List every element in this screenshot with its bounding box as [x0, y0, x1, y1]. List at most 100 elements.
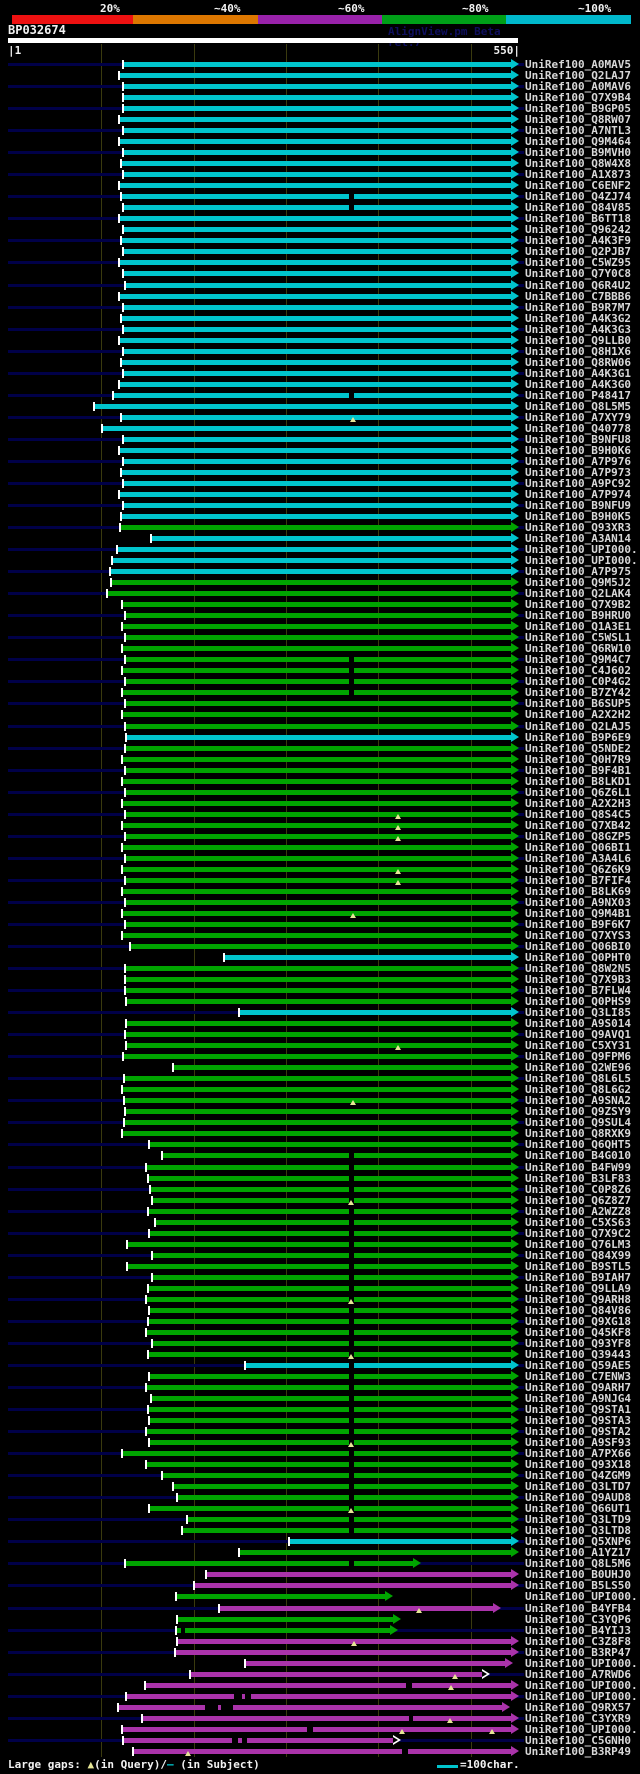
- alignment-bar[interactable]: [102, 425, 511, 431]
- row-label[interactable]: UniRef100_Q9LLA9: [525, 1281, 631, 1295]
- alignment-bar[interactable]: [124, 899, 511, 905]
- alignment-bar[interactable]: [118, 1704, 502, 1710]
- row-label[interactable]: UniRef100_A3AN14: [525, 532, 631, 546]
- row-label[interactable]: UniRef100_Q93YF8: [525, 1336, 631, 1350]
- row-label[interactable]: UniRef100_Q6Z6K9: [525, 862, 631, 876]
- alignment-bar[interactable]: [121, 866, 511, 872]
- alignment-bar[interactable]: [121, 1451, 511, 1457]
- row-label[interactable]: UniRef100_UPI000..: [525, 543, 640, 557]
- row-label[interactable]: UniRef100_B9IAH7: [525, 1270, 631, 1284]
- alignment-bar[interactable]: [118, 117, 511, 123]
- alignment-bar[interactable]: [112, 392, 511, 398]
- alignment-bar[interactable]: [121, 602, 511, 608]
- row-label[interactable]: UniRef100_B7FLW4: [525, 984, 631, 998]
- row-label[interactable]: UniRef100_A7PX66: [525, 1447, 631, 1461]
- alignment-bar[interactable]: [124, 745, 511, 751]
- row-label[interactable]: UniRef100_Q84V85: [525, 201, 631, 215]
- row-label[interactable]: UniRef100_UPI000..: [525, 1678, 640, 1692]
- row-label[interactable]: UniRef100_Q8W4X8: [525, 157, 631, 171]
- alignment-bar[interactable]: [123, 1098, 511, 1104]
- alignment-bar[interactable]: [152, 1197, 511, 1203]
- row-label[interactable]: UniRef100_Q76LM3: [525, 1237, 631, 1251]
- alignment-bar[interactable]: [121, 646, 511, 652]
- alignment-bar[interactable]: [205, 1572, 511, 1578]
- alignment-bar[interactable]: [149, 1230, 511, 1236]
- alignment-bar[interactable]: [118, 381, 511, 387]
- row-label[interactable]: UniRef100_Q9LLB0: [525, 333, 631, 347]
- alignment-bar[interactable]: [122, 326, 511, 332]
- row-label[interactable]: UniRef100_C3YXR9: [525, 1711, 631, 1725]
- alignment-bar[interactable]: [122, 458, 511, 464]
- alignment-bar[interactable]: [121, 932, 511, 938]
- alignment-bar[interactable]: [120, 315, 511, 321]
- alignment-bar[interactable]: [149, 1418, 511, 1424]
- row-label[interactable]: UniRef100_Q93XR3: [525, 521, 631, 535]
- alignment-bar[interactable]: [118, 260, 511, 266]
- row-label[interactable]: UniRef100_Q8L6L5: [525, 1072, 631, 1086]
- alignment-bar[interactable]: [121, 756, 511, 762]
- row-label[interactable]: UniRef100_Q9ZSY9: [525, 1105, 631, 1119]
- alignment-bar[interactable]: [121, 1131, 511, 1137]
- alignment-bar[interactable]: [109, 569, 511, 575]
- row-label[interactable]: UniRef100_A4K3G3: [525, 322, 631, 336]
- alignment-bar[interactable]: [118, 73, 511, 79]
- row-label[interactable]: UniRef100_A9NX03: [525, 895, 631, 909]
- row-label[interactable]: UniRef100_Q0PHT0: [525, 951, 631, 965]
- alignment-bar[interactable]: [150, 1186, 511, 1192]
- row-label[interactable]: UniRef100_UPI000..: [525, 1722, 640, 1736]
- alignment-bar[interactable]: [149, 1307, 511, 1313]
- row-label[interactable]: UniRef100_C5XY31: [525, 1039, 631, 1053]
- row-label[interactable]: UniRef100_A7P973: [525, 465, 631, 479]
- row-label[interactable]: UniRef100_Q96242: [525, 223, 631, 237]
- row-label[interactable]: UniRef100_Q0H7R9: [525, 752, 631, 766]
- alignment-bar[interactable]: [149, 1373, 511, 1379]
- row-label[interactable]: UniRef100_Q7XB42: [525, 818, 631, 832]
- row-label[interactable]: UniRef100_C7BBB6: [525, 289, 631, 303]
- alignment-bar[interactable]: [122, 304, 511, 310]
- row-label[interactable]: UniRef100_B9HRU0: [525, 609, 631, 623]
- alignment-bar[interactable]: [126, 999, 511, 1005]
- alignment-bar[interactable]: [145, 1462, 511, 1468]
- row-label[interactable]: UniRef100_Q3LI85: [525, 1006, 631, 1020]
- row-label[interactable]: UniRef100_Q84V86: [525, 1303, 631, 1317]
- alignment-bar[interactable]: [121, 888, 511, 894]
- row-label[interactable]: UniRef100_Q7X9B3: [525, 973, 631, 987]
- alignment-bar[interactable]: [175, 1649, 511, 1655]
- row-label[interactable]: UniRef100_B0UHJ0: [525, 1568, 631, 1582]
- alignment-bar[interactable]: [124, 701, 511, 707]
- row-label[interactable]: UniRef100_C5GNH0: [525, 1733, 631, 1747]
- row-label[interactable]: UniRef100_A7P976: [525, 454, 631, 468]
- alignment-bar[interactable]: [124, 811, 511, 817]
- row-label[interactable]: UniRef100_B8LK69: [525, 884, 631, 898]
- row-label[interactable]: UniRef100_Q9M5J2: [525, 576, 631, 590]
- alignment-bar[interactable]: [122, 436, 511, 442]
- row-label[interactable]: UniRef100_UPI000..: [525, 1689, 640, 1703]
- row-label[interactable]: UniRef100_UPI000..: [525, 554, 640, 568]
- alignment-bar[interactable]: [121, 778, 511, 784]
- row-label[interactable]: UniRef100_Q4ZGM9: [525, 1469, 631, 1483]
- alignment-bar[interactable]: [239, 1010, 511, 1016]
- row-label[interactable]: UniRef100_Q6Z8Z7: [525, 1193, 631, 1207]
- alignment-bar[interactable]: [181, 1528, 511, 1534]
- row-label[interactable]: UniRef100_A9S014: [525, 1017, 631, 1031]
- row-label[interactable]: UniRef100_Q9M4B1: [525, 906, 631, 920]
- alignment-bar[interactable]: [124, 282, 511, 288]
- alignment-bar[interactable]: [145, 1429, 511, 1435]
- alignment-bar[interactable]: [147, 1407, 511, 1413]
- alignment-bar[interactable]: [122, 480, 511, 486]
- row-label[interactable]: UniRef100_Q93X18: [525, 1458, 631, 1472]
- alignment-bar[interactable]: [152, 1340, 511, 1346]
- alignment-bar[interactable]: [193, 1583, 511, 1589]
- row-label[interactable]: UniRef100_B7FIF4: [525, 873, 631, 887]
- alignment-bar[interactable]: [124, 789, 511, 795]
- row-label[interactable]: UniRef100_Q9M4C7: [525, 653, 631, 667]
- alignment-bar[interactable]: [120, 238, 511, 244]
- row-label[interactable]: UniRef100_B9STL5: [525, 1259, 631, 1273]
- row-label[interactable]: UniRef100_Q9AVQ1: [525, 1028, 631, 1042]
- alignment-bar[interactable]: [149, 1440, 511, 1446]
- alignment-bar[interactable]: [124, 657, 511, 663]
- alignment-bar[interactable]: [145, 1296, 511, 1302]
- alignment-bar[interactable]: [177, 1638, 511, 1644]
- alignment-bar[interactable]: [122, 503, 511, 508]
- alignment-bar[interactable]: [122, 370, 511, 376]
